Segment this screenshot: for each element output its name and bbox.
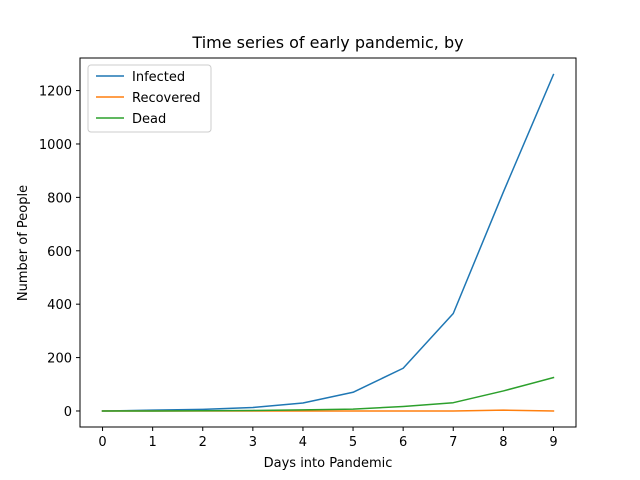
x-axis-ticks: 0 1 2 3 4 5 6 7 8 9 xyxy=(98,427,558,450)
x-tick-label: 8 xyxy=(499,435,507,450)
y-tick-label: 400 xyxy=(47,298,72,313)
legend-label-recovered: Recovered xyxy=(132,91,201,106)
x-tick-label: 4 xyxy=(299,435,307,450)
x-axis-label: Days into Pandemic xyxy=(264,456,393,471)
x-tick-label: 6 xyxy=(399,435,407,450)
series-line-infected xyxy=(101,73,555,412)
axes-frame xyxy=(79,57,577,428)
y-tick-label: 1200 xyxy=(39,85,72,100)
legend-label-dead: Dead xyxy=(132,112,166,127)
legend-box xyxy=(87,64,212,133)
x-tick-label: 3 xyxy=(249,435,257,450)
chart-title: Time series of early pandemic, by xyxy=(191,33,463,52)
plot-area xyxy=(79,57,577,428)
y-tick-label: 0 xyxy=(64,405,72,420)
y-tick-label: 800 xyxy=(47,191,72,206)
y-tick-label: 200 xyxy=(47,352,72,367)
x-tick-label: 1 xyxy=(149,435,157,450)
y-axis-ticks: 0 200 400 600 800 1000 1200 xyxy=(39,85,80,420)
y-tick-label: 600 xyxy=(47,245,72,260)
legend-label-infected: Infected xyxy=(132,70,185,85)
y-axis-label: Number of People xyxy=(16,185,31,301)
x-tick-label: 5 xyxy=(349,435,357,450)
x-tick-label: 7 xyxy=(449,435,457,450)
y-tick-label: 1000 xyxy=(39,138,72,153)
x-tick-label: 0 xyxy=(98,435,106,450)
x-tick-label: 2 xyxy=(199,435,207,450)
legend: Infected Recovered Dead xyxy=(87,64,212,133)
x-tick-label: 9 xyxy=(549,435,557,450)
series-line-dead xyxy=(101,376,555,412)
